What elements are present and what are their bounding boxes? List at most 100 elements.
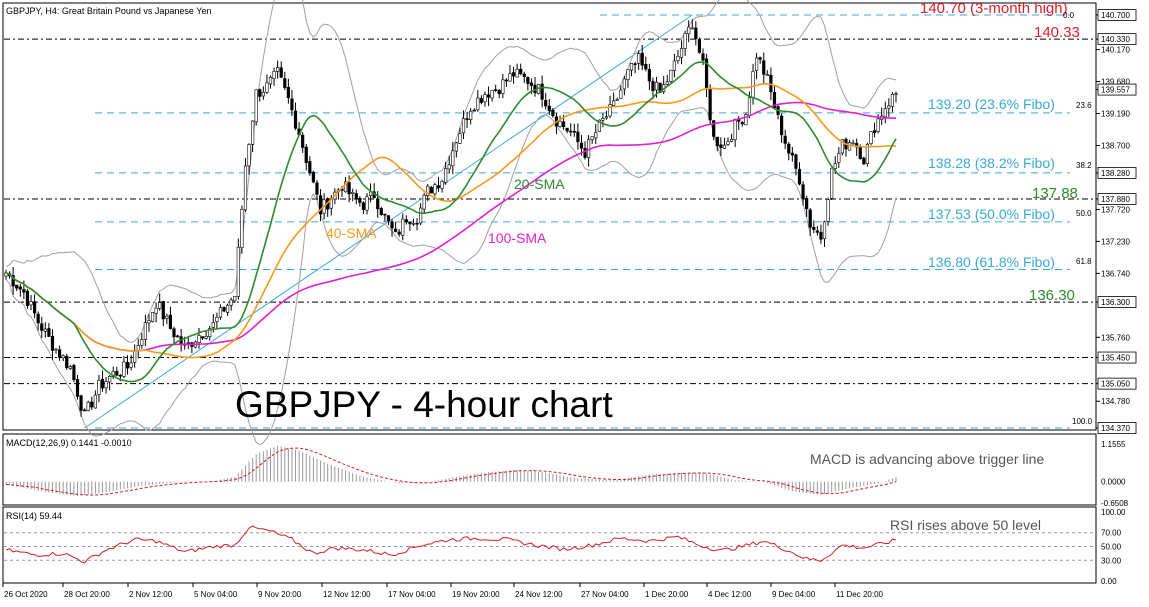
- candle: [408, 221, 412, 231]
- candle: [565, 127, 569, 134]
- candle: [50, 329, 55, 360]
- candle: [497, 88, 501, 99]
- rsi-panel-title: RSI(14) 59.44: [6, 511, 62, 521]
- candle: [644, 56, 648, 72]
- candle: [679, 40, 684, 65]
- candle: [386, 215, 391, 226]
- candle: [490, 90, 494, 102]
- candle: [358, 195, 362, 207]
- candle: [58, 345, 62, 361]
- time-axis-label: 1 Dec 20:00: [645, 590, 689, 599]
- candle: [651, 77, 655, 100]
- candle: [243, 157, 248, 212]
- candle: [697, 37, 702, 54]
- high-label: 140.70 (3-month high): [920, 0, 1068, 17]
- macd-axis-label: -0.6508: [1101, 499, 1129, 508]
- candle: [72, 363, 76, 383]
- macd-panel-title: MACD(12,26,9) 0.1441 -0.0010: [6, 438, 132, 448]
- price-axis-label: 134.780: [1101, 397, 1130, 406]
- price-tag-box: [1097, 33, 1137, 46]
- candle: [461, 110, 466, 140]
- candle: [729, 133, 734, 143]
- price-axis-label: 138.700: [1101, 141, 1130, 150]
- candle: [619, 85, 623, 99]
- candle: [869, 131, 873, 146]
- candle: [311, 170, 315, 184]
- candle: [669, 69, 673, 84]
- bollinger-layer: [5, 0, 897, 446]
- candle: [622, 75, 626, 96]
- candle: [158, 293, 162, 311]
- candle: [880, 107, 884, 125]
- candle: [125, 355, 130, 375]
- candle: [218, 304, 223, 320]
- candle: [222, 306, 226, 313]
- candle: [640, 44, 644, 71]
- candle: [143, 314, 147, 347]
- candle: [100, 370, 105, 392]
- candle: [251, 120, 255, 152]
- price-axis-label: 139.190: [1101, 110, 1130, 119]
- candle: [615, 97, 619, 101]
- candle: [544, 92, 548, 110]
- price-axis-label: 135.450: [1101, 354, 1130, 363]
- candle: [279, 61, 283, 79]
- candle: [351, 188, 355, 202]
- candle: [79, 394, 83, 417]
- candle: [397, 229, 401, 237]
- candle: [186, 337, 190, 350]
- time-axis-label: 11 Dec 20:00: [836, 590, 884, 599]
- candle: [197, 327, 201, 349]
- candle: [790, 146, 794, 162]
- candle: [422, 192, 426, 213]
- candle: [172, 326, 176, 345]
- candle: [240, 205, 244, 254]
- candle: [547, 98, 551, 116]
- candle: [815, 225, 819, 236]
- candle: [590, 136, 594, 144]
- candle: [411, 218, 416, 227]
- macd-axis-label: 1.1555: [1101, 440, 1126, 449]
- candle: [86, 400, 90, 412]
- fibo-tag-100: 100.0: [1072, 417, 1093, 426]
- fibo-618-label: 136.80 (61.8% Fibo): [928, 254, 1055, 270]
- candle: [837, 146, 841, 168]
- candle: [32, 294, 37, 319]
- candle: [755, 52, 759, 80]
- candle: [136, 338, 140, 359]
- candle: [740, 121, 744, 127]
- candle: [36, 311, 40, 331]
- candle: [318, 189, 323, 222]
- candle: [783, 129, 787, 150]
- price-tag-box: [1097, 193, 1137, 205]
- candle: [708, 84, 712, 124]
- candle: [15, 284, 19, 292]
- candle: [290, 90, 294, 117]
- time-axis: 26 Oct 2020 28 Oct 20:00 2 Nov 12:00 5 Nov …: [2, 583, 884, 599]
- candle: [93, 390, 97, 409]
- candle: [458, 127, 462, 144]
- fibo-tag-236: 23.6: [1076, 101, 1092, 110]
- candle: [415, 218, 419, 231]
- candle: [633, 61, 637, 74]
- macd-note: MACD is advancing above trigger line: [810, 451, 1044, 467]
- candle: [883, 101, 887, 124]
- candle: [647, 63, 651, 91]
- candle: [90, 396, 94, 411]
- candle: [247, 143, 251, 175]
- macd-signal-line: [5, 447, 897, 496]
- candle: [25, 289, 30, 309]
- candle: [726, 137, 730, 146]
- candle: [419, 203, 423, 226]
- price-tag-box: [1097, 296, 1137, 308]
- candle: [11, 266, 15, 295]
- candle: [872, 122, 877, 138]
- candle: [122, 356, 126, 379]
- time-axis-label: 12 Nov 12:00: [323, 590, 371, 599]
- candle: [662, 76, 666, 94]
- candle: [508, 64, 512, 82]
- candle: [436, 176, 441, 192]
- candle: [261, 86, 265, 100]
- candle: [168, 306, 173, 330]
- candle: [501, 73, 505, 99]
